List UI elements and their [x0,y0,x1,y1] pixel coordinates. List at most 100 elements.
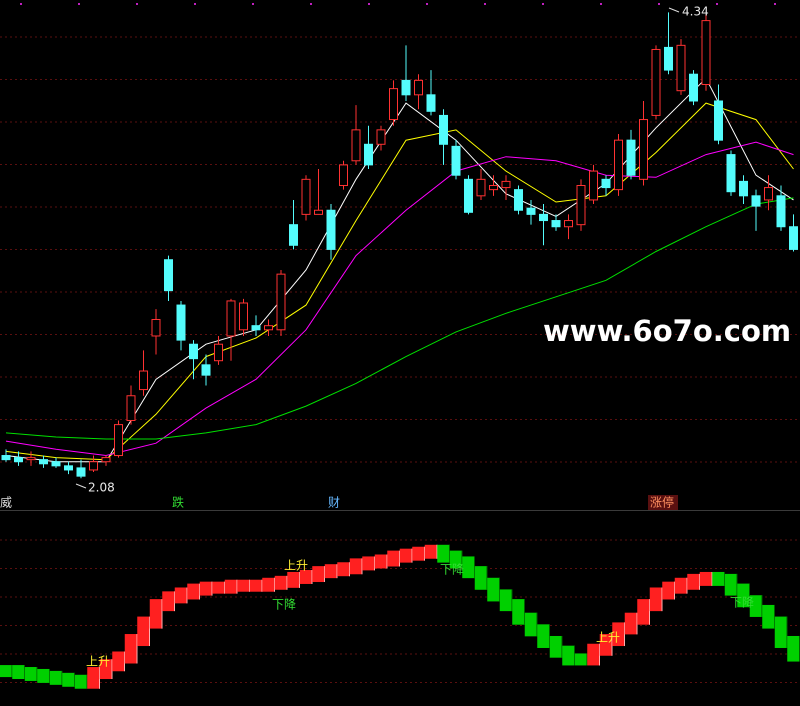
candle-body [114,424,123,457]
indicator-bar [224,579,238,594]
candle-body [389,88,398,121]
candle-body [464,178,473,213]
indicator-bar [624,612,638,635]
candle-body [551,220,561,228]
candle-body [589,170,598,201]
candle-body [789,226,798,250]
candle-body [314,209,323,215]
indicator-bar [49,670,63,685]
indicator-bar [699,571,713,586]
indicator-annotation: 下降 [730,596,754,610]
candle-body [426,94,436,112]
candle-body [564,220,573,228]
candle-body [289,224,298,246]
indicator-bar [449,550,463,569]
candle-body [26,457,36,461]
indicator-bar [324,564,338,579]
indicator-bar [424,544,438,559]
indicator-bar [412,546,425,561]
candle-body [326,209,336,250]
indicator-bar [599,634,613,656]
candle-body [76,467,86,477]
candle-body [251,325,261,331]
top-dot [600,3,602,5]
candle-body [539,213,548,222]
candle-body [64,465,73,471]
candle-body [214,343,223,362]
indicator-bar [587,643,600,666]
candle-body [576,185,586,226]
indicator-bar [137,616,150,647]
indicator-bar [274,575,288,590]
candle-body [476,178,486,197]
candle-body [726,154,736,193]
signal-label: 威 [0,496,12,510]
candle-body [1,455,11,461]
indicator-bar [349,558,363,575]
candle-body [614,139,623,191]
indicator-bar [112,651,125,672]
candle-body [414,79,423,96]
top-dot [78,3,80,5]
candle-body [101,457,111,463]
top-dot [426,3,428,5]
candle-body [601,178,611,189]
indicator-bar [124,634,138,664]
indicator-bar [787,635,800,662]
indicator-bar [512,599,525,625]
indicator-bar [287,571,300,588]
candle-body [751,195,761,207]
candle-body [351,129,361,162]
marker-line [668,7,680,13]
top-dot [484,3,486,5]
candle-body [701,20,711,86]
top-dot [716,3,718,5]
indicator-bar [212,581,225,594]
top-dot [136,3,138,5]
candle-body [151,318,161,337]
indicator-bar [174,587,188,604]
indicator-bar [62,672,75,687]
indicator-bar [612,622,625,647]
candle-body [401,79,411,96]
high-label: 4.34 [682,5,709,19]
top-dot [542,3,544,5]
indicator-bar [399,548,413,563]
indicator-bar [387,550,400,567]
candle-body [51,461,61,467]
indicator-bar [524,612,538,637]
indicator-bar [462,556,475,579]
candle-body [526,207,536,215]
indicator-bar [237,579,250,592]
candle-body [89,461,98,471]
moving-average [5,141,794,457]
moving-average [5,197,794,440]
indicator-annotation: 下降 [440,563,464,577]
indicator-bar [0,665,13,678]
indicator-bar [762,604,775,629]
candle-body [176,304,186,341]
top-dot [774,3,776,5]
indicator-bar [712,571,725,586]
marker-line [75,483,87,489]
indicator-bar [574,653,588,666]
candle-body [339,164,348,187]
indicator-bar [374,554,388,569]
indicator-bar [149,599,163,629]
top-dot [252,3,254,5]
candle-body [14,457,23,463]
indicator-bar [749,595,763,617]
moving-average [5,77,794,463]
indicator-bar [362,556,375,571]
indicator-annotation: 下降 [272,598,296,612]
low-label: 2.08 [88,481,115,495]
candle-body [301,178,311,215]
indicator-bar [199,581,213,596]
indicator-bar [87,667,100,689]
candle-body [501,180,511,189]
candle-body [676,44,686,92]
indicator-bar [99,659,113,680]
candle-body [39,459,48,465]
candle-body [439,114,448,145]
